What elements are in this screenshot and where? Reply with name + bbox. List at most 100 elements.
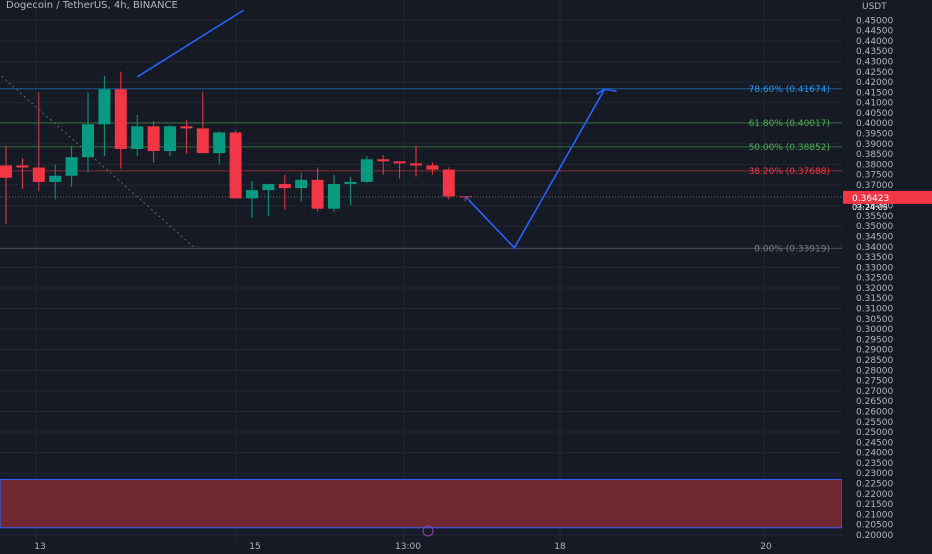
price-axis-tick: 0.25000: [856, 428, 893, 438]
price-axis-tick: 0.32500: [856, 274, 893, 284]
fib-level-label: 38.20% (0.37688): [749, 167, 830, 177]
candle-body: [246, 190, 258, 199]
fib-level-label: 78.60% (0.41674): [749, 85, 830, 95]
price-axis-tick: 0.39500: [856, 130, 893, 140]
price-axis-panel: [842, 0, 932, 550]
price-axis-tick: 0.31500: [856, 294, 893, 304]
price-axis-tick: 0.29000: [856, 346, 893, 356]
price-axis-tick: 0.27500: [856, 377, 893, 387]
price-axis-tick: 0.34000: [856, 243, 893, 253]
candle-body: [278, 183, 291, 189]
price-axis-tick: 0.43000: [856, 57, 893, 67]
price-axis-tick: 0.39000: [856, 140, 893, 150]
candle-body: [16, 165, 29, 168]
price-axis-tick: 0.35000: [856, 222, 893, 232]
candle-body: [180, 126, 193, 129]
price-axis-tick: 0.33500: [856, 253, 893, 263]
candle-body: [65, 157, 78, 176]
candle-body: [442, 169, 455, 197]
price-axis-tick: 0.37000: [856, 181, 893, 191]
price-axis-tick: 0.42500: [856, 68, 893, 78]
price-axis-tick: 0.32000: [856, 284, 893, 294]
candle-body: [147, 126, 160, 152]
price-axis-tick: 0.44000: [856, 37, 893, 47]
price-axis-tick: 0.45000: [856, 16, 893, 26]
price-axis-tick: 0.34500: [856, 232, 893, 242]
time-marker-icon: [422, 525, 434, 537]
time-axis-tick: 13:00: [395, 542, 421, 550]
price-axis-tick: 0.22000: [856, 490, 893, 500]
fib-level-label: 50.00% (0.38852): [749, 143, 830, 153]
candle-body: [426, 165, 439, 170]
fib-level-label: 0.00% (0.33919): [754, 244, 830, 254]
symbol-title[interactable]: Dogecoin / TetherUS, 4h, BINANCE: [6, 0, 178, 11]
price-axis-tick: 0.21500: [856, 500, 893, 510]
time-axis-tick: 13: [34, 542, 45, 550]
price-axis-tick: 0.40500: [856, 109, 893, 119]
price-axis-tick: 0.20500: [856, 521, 893, 531]
price-axis-tick: 0.27000: [856, 387, 893, 397]
price-axis-tick: 0.33000: [856, 263, 893, 273]
candle-body: [0, 165, 12, 178]
price-axis-tick: 0.30500: [856, 315, 893, 325]
price-axis-tick: 0.35500: [856, 212, 893, 222]
candle-body: [229, 132, 242, 199]
price-axis-currency: USDT: [862, 2, 887, 12]
projection-arrow-head: [596, 88, 617, 95]
price-axis-tick: 0.24500: [856, 438, 893, 448]
candle-body: [82, 124, 94, 158]
price-axis-tick: 0.28000: [856, 366, 893, 376]
price-axis-tick: 0.42000: [856, 78, 893, 88]
candle-body: [344, 181, 357, 184]
time-axis-tick: 18: [554, 542, 566, 550]
price-axis-tick: 0.26000: [856, 407, 893, 417]
price-axis-tick: 0.28500: [856, 356, 893, 366]
price-axis-tick: 0.23500: [856, 459, 893, 469]
support-zone: [0, 478, 843, 529]
candle-body: [164, 126, 176, 152]
candle-body: [377, 159, 390, 162]
price-axis-tick: 0.37500: [856, 171, 893, 181]
current-price-label: 0.36423: [852, 194, 889, 204]
dotted-trend-line: [0, 74, 195, 249]
candle-body: [114, 89, 127, 149]
price-axis-tick: 0.31000: [856, 305, 893, 315]
price-axis-tick: 0.20000: [856, 531, 893, 541]
price-axis-tick: 0.36000: [856, 202, 893, 212]
candle-body: [49, 175, 62, 182]
price-axis-tick: 0.21000: [856, 510, 893, 520]
candle-body: [262, 183, 275, 191]
price-axis-tick: 0.44500: [856, 27, 893, 37]
price-axis-tick: 0.41000: [856, 99, 893, 109]
price-axis-tick: 0.43500: [856, 47, 893, 57]
price-axis-tick: 0.40000: [856, 119, 893, 129]
projection-path: [464, 88, 606, 250]
price-axis-tick: 0.25500: [856, 418, 893, 428]
time-axis-panel: [0, 542, 932, 550]
price-axis-tick: 0.23000: [856, 469, 893, 479]
candle-body: [98, 89, 111, 125]
candle-body: [196, 128, 209, 154]
candle-body: [131, 126, 144, 149]
time-axis-tick: 20: [760, 542, 772, 550]
price-axis-tick: 0.24000: [856, 449, 893, 459]
price-axis-tick: 0.41500: [856, 88, 893, 98]
price-axis-tick: 0.38500: [856, 150, 893, 160]
price-axis-tick: 0.29500: [856, 335, 893, 345]
candle-body: [311, 179, 324, 209]
candle-body: [328, 183, 340, 209]
fib-level-label: 61.80% (0.40017): [749, 119, 830, 129]
time-axis-tick: 15: [249, 542, 260, 550]
candle-body: [360, 159, 373, 182]
candle-body: [32, 167, 45, 182]
current-price-countdown: 03:24:05: [852, 203, 888, 212]
candle-body: [213, 132, 226, 154]
current-price-label-bg: [843, 190, 932, 204]
candle-body: [410, 163, 422, 166]
trend-line: [136, 9, 245, 78]
price-axis-tick: 0.26500: [856, 397, 893, 407]
candle-body: [295, 179, 308, 189]
